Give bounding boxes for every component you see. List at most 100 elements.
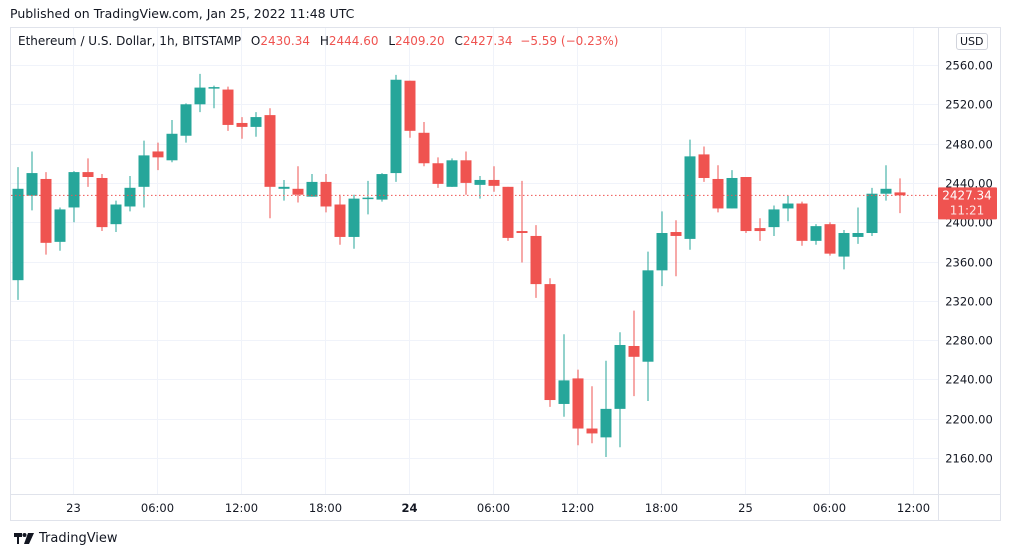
time-tick-label: 12:00 (897, 501, 930, 515)
candle-body (82, 172, 94, 178)
candle-down (572, 369, 584, 446)
candle-body (768, 209, 780, 228)
candle-up (348, 194, 360, 249)
price-tick-label: 2520.00 (945, 98, 993, 112)
grid (11, 28, 938, 494)
time-tick-label: 18:00 (645, 501, 678, 515)
candle-body (348, 198, 360, 237)
open-label: O (250, 34, 261, 48)
candle-down (96, 174, 108, 232)
candle-down (432, 157, 444, 188)
symbol-title[interactable]: Ethereum / U.S. Dollar, 1h, BITSTAMP (18, 34, 242, 48)
candle-down (824, 222, 836, 256)
high-label: H (319, 34, 329, 48)
candle-body (712, 178, 724, 209)
candle-down (264, 108, 276, 219)
candle-up (782, 195, 794, 222)
candle-body (824, 224, 836, 254)
candle-body (12, 188, 24, 281)
candle-down (152, 142, 164, 171)
time-tick-label: 06:00 (813, 501, 846, 515)
candle-up (68, 171, 80, 223)
bar-countdown: 11:21 (950, 203, 985, 217)
tradingview-brand[interactable]: TradingView (14, 531, 118, 546)
low-value: 2409.20 (395, 34, 445, 48)
candle-body (194, 87, 206, 105)
candle-body (460, 160, 472, 183)
price-tick-label: 2440.00 (945, 177, 993, 191)
candle-body (698, 154, 710, 178)
candle-body (740, 177, 752, 232)
candle-down (460, 151, 472, 195)
candle-body (166, 133, 178, 161)
time-tick-label: 06:00 (141, 501, 174, 515)
candle-down (516, 180, 528, 263)
candle-up (250, 112, 262, 137)
time-tick-label: 12:00 (561, 501, 594, 515)
low-label: L (388, 34, 395, 48)
candle-body (68, 172, 80, 208)
candle-body (292, 188, 304, 195)
candle-body (796, 203, 808, 241)
candle-body (250, 117, 262, 127)
candle-body (838, 233, 850, 257)
candles (12, 73, 906, 458)
candle-down (628, 310, 640, 397)
candle-up (362, 180, 374, 215)
candle-up (124, 176, 136, 212)
candle-up (656, 211, 668, 287)
price-tick-label: 2240.00 (945, 373, 993, 387)
candle-body (278, 186, 290, 189)
candle-body (54, 209, 66, 242)
candle-body (852, 233, 864, 237)
brand-name: TradingView (39, 531, 118, 546)
candle-down (222, 86, 234, 131)
candle-up (390, 74, 402, 182)
candle-down (334, 194, 346, 245)
price-tick-label: 2280.00 (945, 334, 993, 348)
candle-body (432, 163, 444, 184)
candle-down (698, 146, 710, 182)
candle-up (54, 207, 66, 251)
time-tick-label: 25 (738, 501, 753, 515)
ohlc-legend: Ethereum / U.S. Dollar, 1h, BITSTAMP O24… (18, 34, 618, 48)
candle-up (446, 158, 458, 187)
candle-down (404, 80, 416, 138)
candle-up (642, 251, 654, 402)
candle-body (502, 186, 514, 238)
last-price-value: 2427.34 (942, 188, 992, 202)
candle-body (572, 378, 584, 429)
candle-up (768, 205, 780, 236)
price-tick-label: 2480.00 (945, 138, 993, 152)
candle-up (614, 332, 626, 448)
candle-body (390, 79, 402, 174)
time-axis: 23 06:00 12:00 18:00 24 06:00 12:00 18:00 25 06:0… (66, 501, 930, 515)
candle-up (306, 174, 318, 197)
candle-down (82, 158, 94, 187)
candle-body (152, 151, 164, 158)
candle-body (670, 232, 682, 236)
price-tick-label: 2160.00 (945, 452, 993, 466)
candle-body (418, 132, 430, 164)
candle-up (558, 334, 570, 417)
candle-body (306, 181, 318, 197)
open-value: 2430.34 (260, 34, 310, 48)
candle-body (586, 428, 598, 434)
last-price-badge: 2427.34 11:21 (938, 187, 997, 220)
candle-up (278, 179, 290, 201)
candle-body (124, 187, 136, 207)
candle-body (180, 104, 192, 136)
price-tick-label: 2360.00 (945, 256, 993, 270)
candle-body (26, 173, 38, 196)
currency-button[interactable]: USD (956, 33, 988, 50)
close-label: C (454, 34, 463, 48)
candle-down (320, 174, 332, 213)
close-value: 2427.34 (462, 34, 513, 48)
candle-body (684, 156, 696, 239)
candle-body (810, 226, 822, 241)
chart-frame (10, 27, 1001, 521)
candle-up (684, 139, 696, 250)
candle-body (866, 193, 878, 234)
high-value: 2444.60 (328, 34, 379, 48)
